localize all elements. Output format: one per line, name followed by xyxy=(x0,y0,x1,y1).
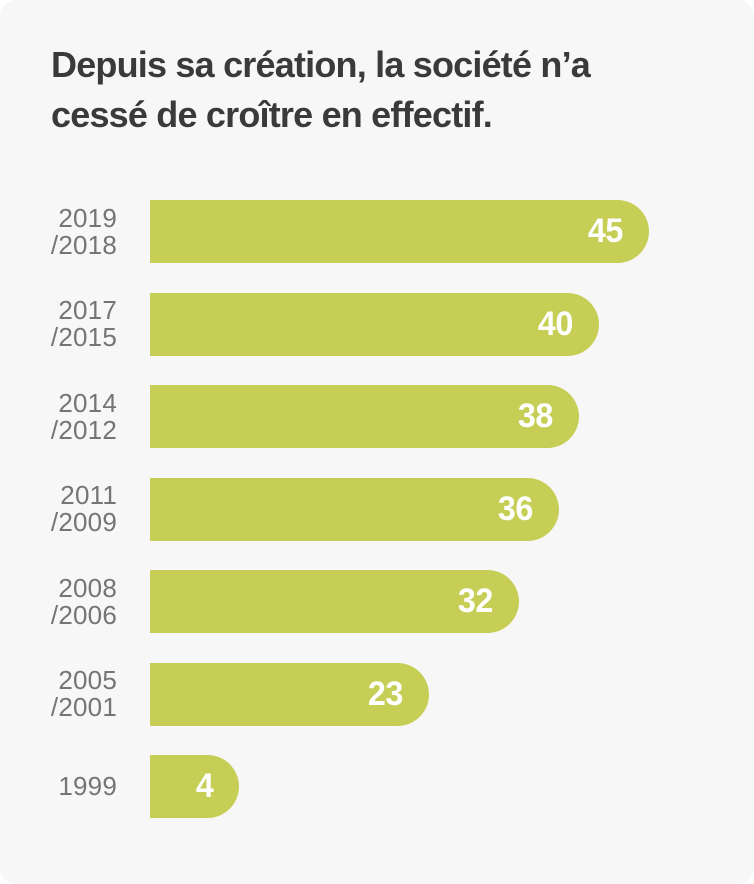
chart-title: Depuis sa création, la société n’a cessé… xyxy=(51,44,591,135)
chart-row: 2011 /2009 36 xyxy=(0,477,754,541)
bar-value-label: 32 xyxy=(458,582,493,620)
bar-chart: 2019 /2018 45 2017 /2015 40 2014 /2012 3… xyxy=(0,200,754,850)
category-label: 2005 /2001 xyxy=(50,665,117,722)
bar: 45 xyxy=(150,200,649,263)
bar: 36 xyxy=(150,477,559,541)
category-label: 2017 /2015 xyxy=(50,295,117,352)
chart-row: 2014 /2012 38 xyxy=(0,385,754,448)
bar-value-label: 38 xyxy=(518,397,553,435)
chart-row: 2008 /2006 32 xyxy=(0,570,754,633)
chart-row: 1999 4 xyxy=(0,755,754,818)
bar: 23 xyxy=(150,662,429,726)
chart-row: 2017 /2015 40 xyxy=(0,292,754,356)
bar-value-label: 45 xyxy=(588,212,623,250)
bar-value-label: 36 xyxy=(498,489,533,528)
chart-row: 2019 /2018 45 xyxy=(0,200,754,263)
category-label: 2008 /2006 xyxy=(50,572,117,630)
bar-value-label: 23 xyxy=(368,674,403,713)
chart-row: 2005 /2001 23 xyxy=(0,662,754,726)
bar: 40 xyxy=(150,292,599,356)
category-label: 1999 xyxy=(58,771,117,801)
bar: 38 xyxy=(150,385,579,448)
category-label: 2011 /2009 xyxy=(50,480,117,537)
bar-value-label: 4 xyxy=(195,767,213,805)
bar: 32 xyxy=(150,570,519,633)
bar: 4 xyxy=(150,755,239,818)
category-label: 2019 /2018 xyxy=(50,202,117,260)
bar-value-label: 40 xyxy=(538,304,573,343)
category-label: 2014 /2012 xyxy=(50,387,117,445)
